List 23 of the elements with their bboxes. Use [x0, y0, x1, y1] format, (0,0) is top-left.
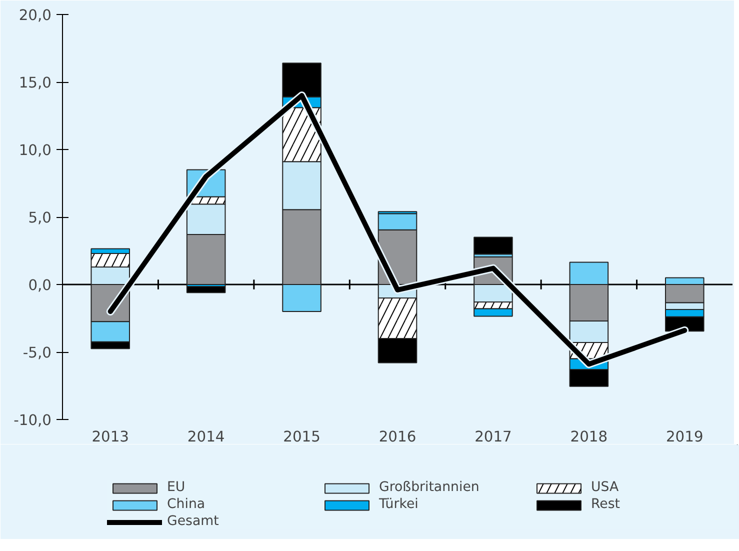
bar — [474, 236, 513, 255]
legend-label: China — [167, 497, 206, 512]
legend-label: Großbritannien — [379, 480, 480, 495]
legend-label: Rest — [591, 497, 622, 512]
y-tick-label: 10,0 — [18, 142, 52, 159]
x-tick-label: 2013 — [92, 428, 130, 446]
y-tick-label: -10,0 — [14, 412, 52, 429]
bar — [186, 286, 226, 294]
x-tick-label: 2018 — [570, 428, 608, 446]
y-tick-label: 20,0 — [18, 7, 52, 24]
x-tick-label: 2017 — [474, 428, 512, 446]
x-tick-label: 2016 — [378, 428, 416, 446]
y-tick-label: 5,0 — [28, 210, 52, 226]
legend-label: Türkei — [379, 497, 420, 512]
legend-label: Gesamt — [167, 514, 220, 529]
legend-label: EU — [167, 480, 186, 495]
x-tick-label: 2019 — [666, 428, 704, 446]
y-tick-label: -5,0 — [22, 344, 52, 362]
x-tick-label: 2015 — [283, 428, 320, 446]
y-tick-label: 15,0 — [18, 74, 52, 92]
legend-label: USA — [591, 480, 620, 495]
x-tick-label: 2014 — [187, 428, 225, 446]
y-tick-label: 0,0 — [28, 277, 52, 294]
